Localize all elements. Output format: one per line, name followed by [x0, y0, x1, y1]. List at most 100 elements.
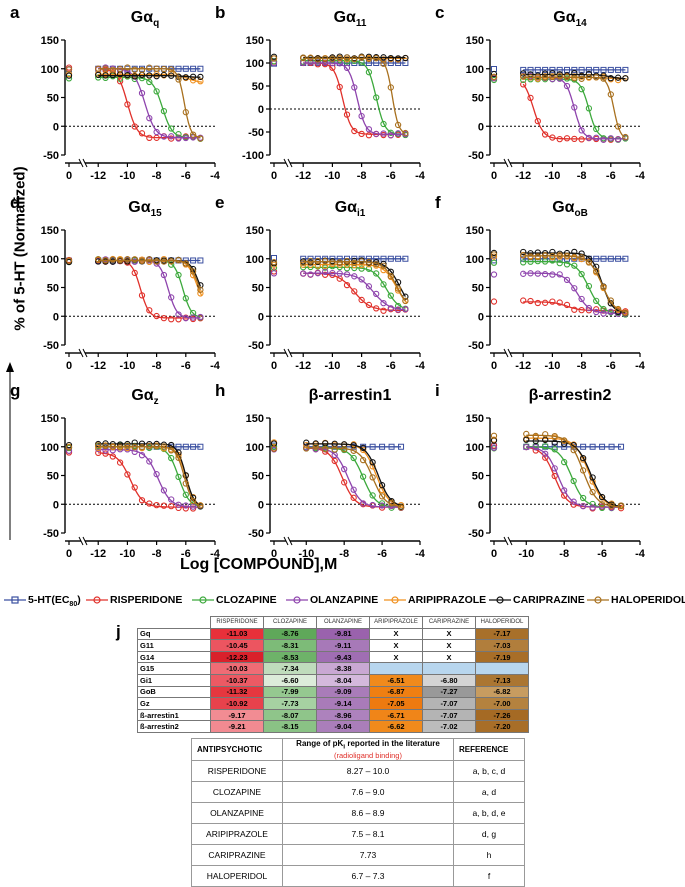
- point-5ht: [379, 443, 386, 450]
- y-tick-label: 100: [41, 254, 59, 266]
- point-car: [131, 73, 138, 80]
- x-tick-label: -6: [181, 360, 191, 372]
- point-car: [153, 73, 160, 80]
- point-clo: [578, 86, 585, 93]
- x-tick-label: -4: [415, 170, 426, 182]
- point-hal: [182, 109, 189, 116]
- x-tick-label: 0: [66, 170, 72, 182]
- point-hal: [95, 442, 102, 449]
- point-clo: [387, 292, 394, 299]
- x-tick-label: 0: [491, 170, 497, 182]
- panel-letter: e: [215, 193, 224, 212]
- point-clo: [358, 265, 365, 272]
- point-5ht: [402, 255, 409, 262]
- row-name: ß-arrestin1: [137, 708, 211, 722]
- point-hal: [534, 253, 541, 261]
- y-tick-label: 100: [466, 442, 484, 454]
- chart-title: GαoB: [552, 199, 588, 219]
- point-car: [197, 282, 204, 289]
- point-ola: [350, 486, 357, 493]
- point-ris: [534, 117, 541, 125]
- point-hal: [116, 65, 124, 73]
- axis-break-mark: [503, 348, 509, 358]
- x-tick-label: -12: [90, 360, 106, 372]
- point-hal: [153, 65, 160, 72]
- x-tick-label: 0: [66, 360, 72, 372]
- pic50-value: -6.71: [369, 708, 423, 722]
- y-tick-label: -50: [248, 127, 264, 139]
- point-hal: [561, 437, 568, 444]
- point-car: [95, 258, 102, 265]
- point-hal: [380, 60, 387, 67]
- point-5ht: [599, 443, 606, 450]
- y-tick-label: -50: [468, 340, 484, 352]
- point-ris: [542, 454, 549, 461]
- point-ola: [365, 283, 373, 290]
- point-ola: [321, 59, 329, 66]
- curve-clo: [303, 60, 406, 135]
- point-5ht: [615, 255, 622, 262]
- pic50-value: -9.14: [316, 697, 370, 710]
- chart-title-main: β-arrestin1: [309, 387, 392, 404]
- point-car: [622, 75, 629, 82]
- point-hal: [578, 254, 585, 261]
- point-hal: [387, 273, 394, 280]
- x-tick-label: -6: [386, 360, 396, 372]
- y-tick-label: 50: [252, 283, 264, 295]
- point-zero-hal: [270, 445, 278, 452]
- point-hal: [160, 443, 168, 450]
- point-zero-hal: [490, 73, 498, 80]
- point-ola: [387, 132, 394, 139]
- x-tick-label: -6: [377, 548, 387, 560]
- point-hal: [307, 257, 314, 265]
- point-clo: [189, 309, 197, 317]
- pic50-value: [475, 662, 529, 675]
- point-ris: [571, 135, 578, 143]
- point-ris: [153, 134, 160, 141]
- point-ola: [343, 271, 351, 278]
- y-tick-label: 0: [478, 499, 484, 511]
- pic50-value: [422, 662, 476, 675]
- literature-row: HALOPERIDOL 6.7 – 7.3 f: [191, 864, 525, 887]
- y-tick-label: 100: [246, 58, 264, 70]
- curve-car: [306, 443, 402, 507]
- pic50-value: X: [422, 627, 476, 641]
- point-5ht: [387, 255, 394, 262]
- x-tick-label: -4: [635, 170, 646, 182]
- point-ola: [314, 270, 321, 277]
- row-name: G11: [137, 639, 211, 652]
- chart-panel-a: a Gαq 150 100 50 0 -50 0 -12 -10 -8 -6 -4: [10, 3, 221, 182]
- pic50-value: -7.03: [475, 639, 529, 652]
- y-tick-label: 100: [466, 64, 484, 76]
- point-ari: [303, 441, 310, 449]
- pic50-value: -7.07: [422, 697, 476, 710]
- chart-title-main: Gα: [552, 199, 574, 216]
- point-hal: [329, 55, 336, 62]
- point-car: [387, 55, 394, 62]
- point-clo: [168, 125, 175, 132]
- y-tick-label: 50: [472, 283, 484, 295]
- y-tick-label: 0: [478, 121, 484, 133]
- point-ris: [138, 292, 146, 299]
- curve-ris: [303, 62, 406, 135]
- point-hal: [549, 252, 556, 260]
- point-ola: [589, 504, 596, 511]
- point-ola: [153, 471, 160, 478]
- point-hal: [394, 285, 402, 292]
- chart-title-main: Gα: [553, 9, 575, 26]
- point-clo: [168, 454, 175, 462]
- point-hal: [175, 76, 182, 83]
- point-clo: [570, 477, 577, 485]
- point-car: [369, 459, 376, 466]
- point-ris: [168, 316, 175, 323]
- pic50-value: X: [369, 627, 423, 641]
- y-tick-label: -50: [43, 528, 59, 540]
- pic50-value: X: [422, 639, 476, 652]
- point-ola: [394, 130, 402, 137]
- point-ola: [585, 304, 593, 312]
- y-tick-label: 100: [246, 442, 264, 454]
- x-tick-label: -12: [295, 170, 311, 182]
- chart-title: β-arrestin2: [529, 387, 612, 404]
- point-car: [600, 72, 607, 79]
- range-cell: 8.6 – 8.9: [282, 801, 454, 824]
